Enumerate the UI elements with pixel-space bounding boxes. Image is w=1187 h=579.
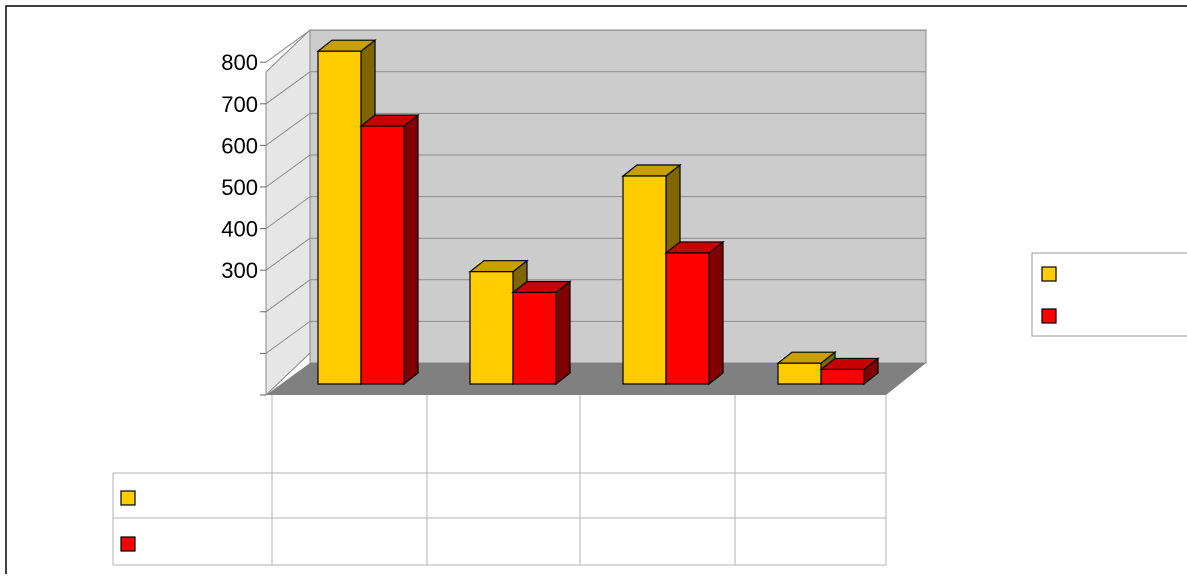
gridline-side	[265, 237, 311, 271]
bar	[359, 113, 420, 386]
bar-front	[622, 175, 667, 385]
y-axis-labels: 300 400 500 600 700 800	[221, 50, 258, 283]
gridline-side	[265, 320, 311, 354]
gridline-side	[265, 196, 311, 230]
bar-front	[665, 252, 710, 385]
bar-front	[469, 271, 514, 385]
chart-floor	[266, 363, 926, 395]
gridline-side	[265, 279, 311, 313]
y-tick-label: 600	[221, 133, 258, 158]
y-tick-label: 300	[221, 258, 258, 283]
table-series-swatch	[120, 490, 136, 506]
gridline-side	[265, 71, 311, 105]
gridline-side	[265, 112, 311, 146]
bar-front	[820, 368, 865, 385]
bar	[511, 280, 572, 386]
bar-front	[512, 291, 557, 385]
legend-swatch	[1041, 308, 1057, 324]
bar-side	[555, 280, 571, 386]
legend-box	[1031, 252, 1187, 337]
bars	[316, 38, 880, 386]
gridline-side	[265, 154, 311, 188]
legend-swatch	[1041, 266, 1057, 282]
y-tick-label: 700	[221, 92, 258, 117]
y-axis-ticks	[260, 61, 266, 396]
bar	[819, 357, 880, 386]
y-tick-label: 400	[221, 217, 258, 242]
data-table	[112, 395, 887, 566]
legend	[1031, 252, 1187, 337]
bar-front	[360, 125, 405, 385]
y-tick-label: 800	[221, 50, 258, 75]
gridline-side	[265, 29, 311, 63]
bar-front	[317, 50, 362, 385]
table-series-swatch	[120, 536, 136, 552]
y-tick-label: 500	[221, 175, 258, 200]
bar-front	[777, 362, 822, 385]
chart-border	[5, 5, 1187, 574]
bar-side	[708, 240, 724, 386]
bar	[664, 240, 725, 386]
bar-side	[403, 113, 419, 386]
